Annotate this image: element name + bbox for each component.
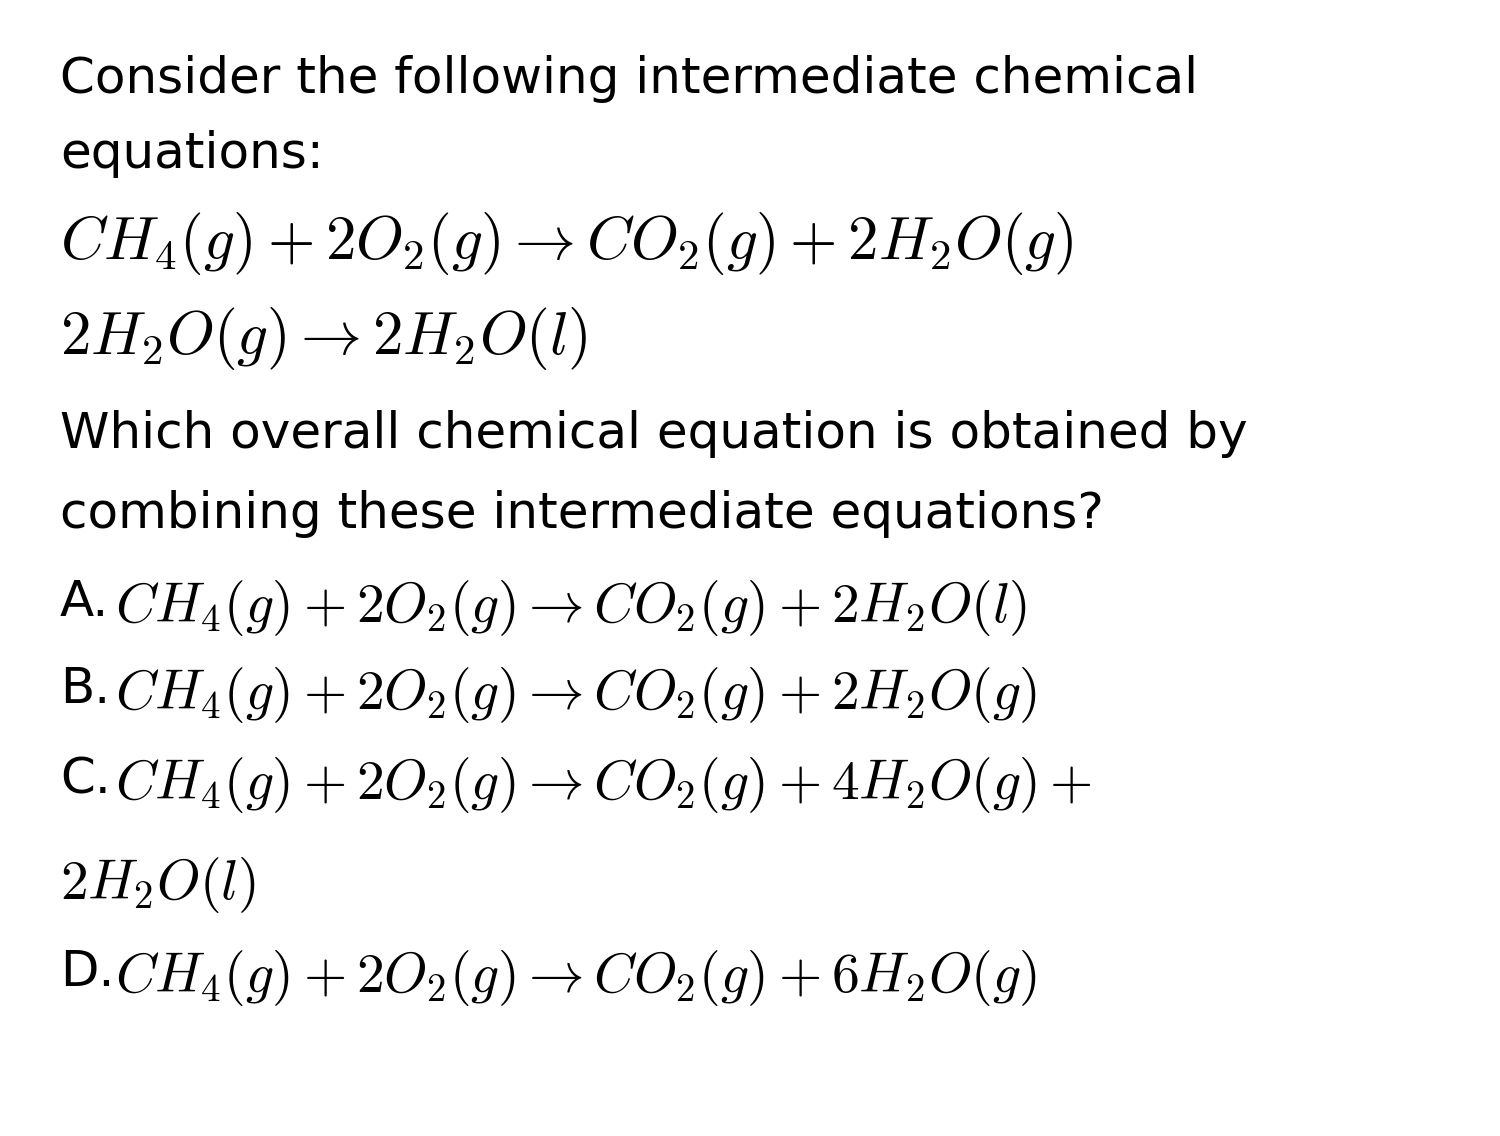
- Text: $2H_2O(g) \rightarrow 2H_2O(l)$: $2H_2O(g) \rightarrow 2H_2O(l)$: [60, 304, 588, 371]
- Text: D.: D.: [60, 949, 114, 996]
- Text: $CH_4(g) + 2O_2(g) \rightarrow CO_2(g) + 2H_2O(l)$: $CH_4(g) + 2O_2(g) \rightarrow CO_2(g) +…: [116, 578, 1028, 638]
- Text: $CH_4(g) + 2O_2(g) \rightarrow CO_2(g) + 2H_2O(g)$: $CH_4(g) + 2O_2(g) \rightarrow CO_2(g) +…: [60, 210, 1074, 277]
- Text: $CH_4(g) + 2O_2(g) \rightarrow CO_2(g) + 2H_2O(g)$: $CH_4(g) + 2O_2(g) \rightarrow CO_2(g) +…: [116, 665, 1036, 725]
- Text: combining these intermediate equations?: combining these intermediate equations?: [60, 490, 1104, 538]
- Text: Consider the following intermediate chemical: Consider the following intermediate chem…: [60, 55, 1198, 103]
- Text: $2H_2O(l)$: $2H_2O(l)$: [60, 855, 255, 914]
- Text: A.: A.: [60, 578, 110, 626]
- Text: Which overall chemical equation is obtained by: Which overall chemical equation is obtai…: [60, 410, 1248, 458]
- Text: equations:: equations:: [60, 130, 324, 178]
- Text: C.: C.: [60, 755, 111, 803]
- Text: B.: B.: [60, 665, 110, 713]
- Text: $CH_4(g) + 2O_2(g) \rightarrow CO_2(g) + 6H_2O(g)$: $CH_4(g) + 2O_2(g) \rightarrow CO_2(g) +…: [116, 949, 1036, 1008]
- Text: $CH_4(g) + 2O_2(g) \rightarrow CO_2(g) + 4H_2O(g) +$: $CH_4(g) + 2O_2(g) \rightarrow CO_2(g) +…: [116, 755, 1092, 815]
